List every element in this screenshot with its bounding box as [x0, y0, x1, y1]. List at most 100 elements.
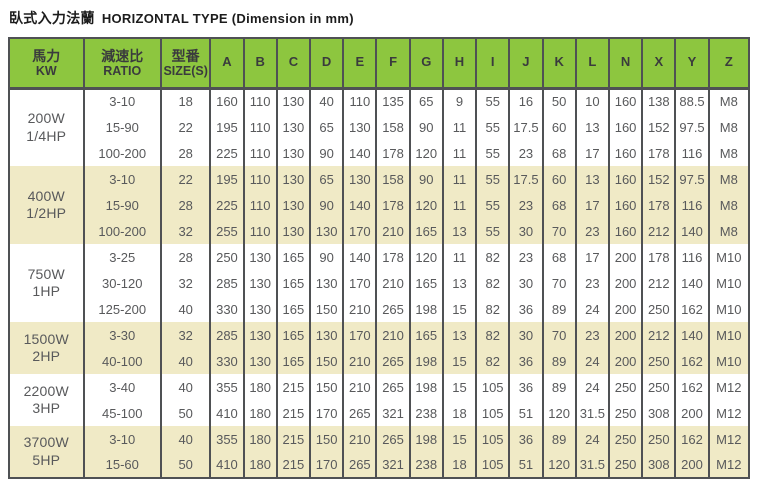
dim-cell: 70 [541, 218, 577, 244]
dim-cell: 31.5 [574, 452, 610, 478]
dim-cell: 68 [541, 244, 577, 270]
dim-cell: 330 [209, 348, 245, 374]
dim-cell: M12 [707, 400, 751, 426]
dim-cell: 130 [242, 322, 278, 348]
dim-cell: 140 [674, 270, 710, 296]
dim-cell: 160 [607, 140, 644, 166]
dim-cell: 82 [475, 244, 511, 270]
dim-cell: 150 [308, 374, 345, 400]
power-watts: 200W [27, 110, 65, 127]
dim-cell: 198 [408, 296, 444, 322]
dim-cell: 130 [242, 244, 278, 270]
dim-cell: 89 [541, 296, 577, 322]
dim-cell: 17.5 [508, 114, 544, 140]
dim-cell: 165 [275, 348, 312, 374]
dim-cell: 140 [342, 140, 378, 166]
dim-cell: 70 [541, 322, 577, 348]
dim-cell: 162 [674, 426, 710, 452]
dim-cell: 65 [308, 166, 345, 192]
dim-cell: 18 [441, 400, 478, 426]
dim-cell: 160 [607, 192, 644, 218]
dim-cell: 138 [641, 88, 677, 114]
dim-cell: 165 [275, 270, 312, 296]
dim-cell: 160 [607, 166, 644, 192]
dim-cell: 24 [574, 348, 610, 374]
power-watts: 1500W [23, 330, 69, 347]
dim-cell: 97.5 [674, 166, 710, 192]
dim-cell: 238 [408, 400, 444, 426]
size-cell: 32 [160, 270, 212, 296]
dim-cell: 321 [375, 452, 411, 478]
dim-cell: M8 [707, 114, 751, 140]
dim-cell: 200 [607, 296, 644, 322]
table-row: 3700W 5HP 3-10 40 355 180 215 150 210 265 198 15 105… [8, 426, 751, 478]
ratio-cell: 100-200 [82, 218, 163, 244]
dim-cell: 130 [342, 166, 378, 192]
dim-cell: 178 [375, 192, 411, 218]
ratio-cell: 15-90 [82, 192, 163, 218]
dim-cell: 140 [674, 218, 710, 244]
dim-cell: 200 [607, 244, 644, 270]
dim-cell: 15 [441, 348, 478, 374]
dim-cell: 11 [441, 166, 478, 192]
dim-cell: 36 [508, 348, 544, 374]
dim-column-header: H [441, 38, 478, 90]
dim-column-header: K [541, 38, 577, 90]
dim-cell: 110 [242, 218, 278, 244]
dim-cell: M8 [707, 192, 751, 218]
size-cell: 50 [160, 400, 212, 426]
dim-cell: 178 [375, 244, 411, 270]
dim-cell: M10 [707, 270, 751, 296]
dim-cell: 162 [674, 348, 710, 374]
dim-cell: 198 [408, 374, 444, 400]
dim-cell: 15 [441, 296, 478, 322]
dim-cell: 210 [375, 270, 411, 296]
dim-column-header: E [342, 38, 378, 90]
dim-cell: 225 [209, 192, 245, 218]
dim-cell: 178 [641, 244, 677, 270]
column-header: 型番 SIZE(S) [160, 38, 212, 90]
ratio-cell: 15-60 [82, 452, 163, 478]
dim-cell: 51 [508, 452, 544, 478]
column-header-zh: 減速比 [101, 47, 144, 64]
dim-cell: 255 [209, 218, 245, 244]
dim-cell: 105 [475, 374, 511, 400]
dim-column-header: L [574, 38, 610, 90]
dim-cell: 120 [541, 400, 577, 426]
dimension-table: 馬力 KW 減速比 RATIO 型番 SIZE(S) A B C D E F G H I J K L N X Y Z 20… [8, 37, 751, 479]
dim-cell: 130 [308, 218, 345, 244]
dim-cell: 212 [641, 218, 677, 244]
ratio-cell: 3-40 [82, 374, 163, 400]
dim-cell: 116 [674, 192, 710, 218]
dim-cell: 140 [342, 244, 378, 270]
table-body: 200W 1/4HP 3-10 18 160 110 130 40 110 135 65 9 55 16 5… [8, 88, 751, 478]
dim-cell: 178 [641, 192, 677, 218]
dim-cell: 285 [209, 270, 245, 296]
dim-cell: 170 [342, 322, 378, 348]
dim-cell: 90 [408, 166, 444, 192]
power-cell: 1500W 2HP [8, 322, 85, 374]
dim-cell: 158 [375, 166, 411, 192]
size-cell: 18 [160, 88, 212, 114]
table-row: 100-200 28 225 110 130 90 140 178 120 11 55 23 68 17 1… [9, 140, 751, 166]
column-header: 減速比 RATIO [82, 38, 163, 90]
dim-cell: 13 [441, 322, 478, 348]
dim-cell: 200 [607, 270, 644, 296]
dim-cell: 70 [541, 270, 577, 296]
size-cell: 32 [160, 322, 212, 348]
dim-cell: 265 [375, 348, 411, 374]
dim-cell: 250 [641, 296, 677, 322]
ratio-cell: 125-200 [82, 296, 163, 322]
dim-cell: 105 [475, 400, 511, 426]
dim-cell: 40 [308, 88, 345, 114]
dim-cell: 105 [475, 452, 511, 478]
table-row: 100-200 32 255 110 130 130 170 210 165 13 55 30 70 23… [9, 218, 751, 244]
dim-cell: 23 [508, 192, 544, 218]
dim-cell: 120 [408, 192, 444, 218]
dim-cell: 130 [275, 192, 312, 218]
power-hp: 1HP [32, 283, 61, 299]
dim-cell: 110 [242, 166, 278, 192]
power-cell: 3700W 5HP [8, 426, 85, 478]
dim-cell: 55 [475, 192, 511, 218]
dim-cell: 68 [541, 192, 577, 218]
